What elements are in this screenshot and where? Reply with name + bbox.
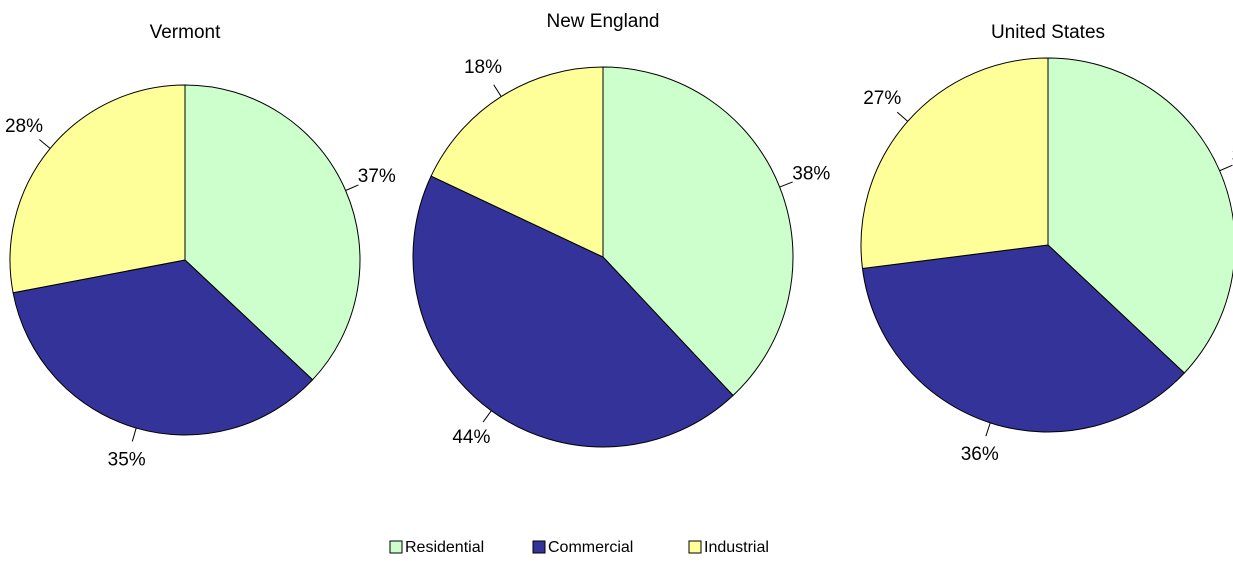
leader-line — [896, 111, 909, 122]
leader-line — [131, 427, 137, 442]
chart-title: New England — [546, 11, 659, 32]
legend-swatch — [389, 540, 403, 554]
pie-slice — [412, 175, 734, 448]
pie-slice — [860, 57, 1049, 269]
legend-label: Commercial — [548, 539, 633, 556]
leader-line — [345, 184, 359, 191]
legend-label: Industrial — [704, 539, 769, 556]
pie-slice — [12, 259, 314, 436]
data-label: 37% — [1232, 146, 1233, 167]
data-label: 35% — [108, 450, 146, 471]
data-label: 44% — [452, 427, 490, 448]
data-label: 18% — [464, 57, 502, 78]
leader-line — [493, 84, 502, 97]
legend-swatch — [688, 540, 702, 554]
chart-title: Vermont — [150, 22, 221, 43]
leader-line — [39, 139, 51, 149]
chart-title: United States — [991, 22, 1105, 43]
legend-label: Residential — [405, 539, 484, 556]
data-label: 36% — [961, 444, 999, 465]
legend-swatch — [532, 540, 546, 554]
leader-line — [779, 181, 793, 188]
data-label: 38% — [792, 164, 830, 185]
pie-slice — [430, 66, 604, 258]
data-label: 37% — [358, 166, 396, 187]
leader-line — [1219, 164, 1233, 172]
leader-line — [482, 410, 492, 423]
pie-slice — [1047, 57, 1233, 374]
data-label: 27% — [863, 88, 901, 109]
leader-line — [985, 422, 991, 437]
data-label: 28% — [5, 116, 43, 137]
pie-slice — [184, 84, 361, 381]
